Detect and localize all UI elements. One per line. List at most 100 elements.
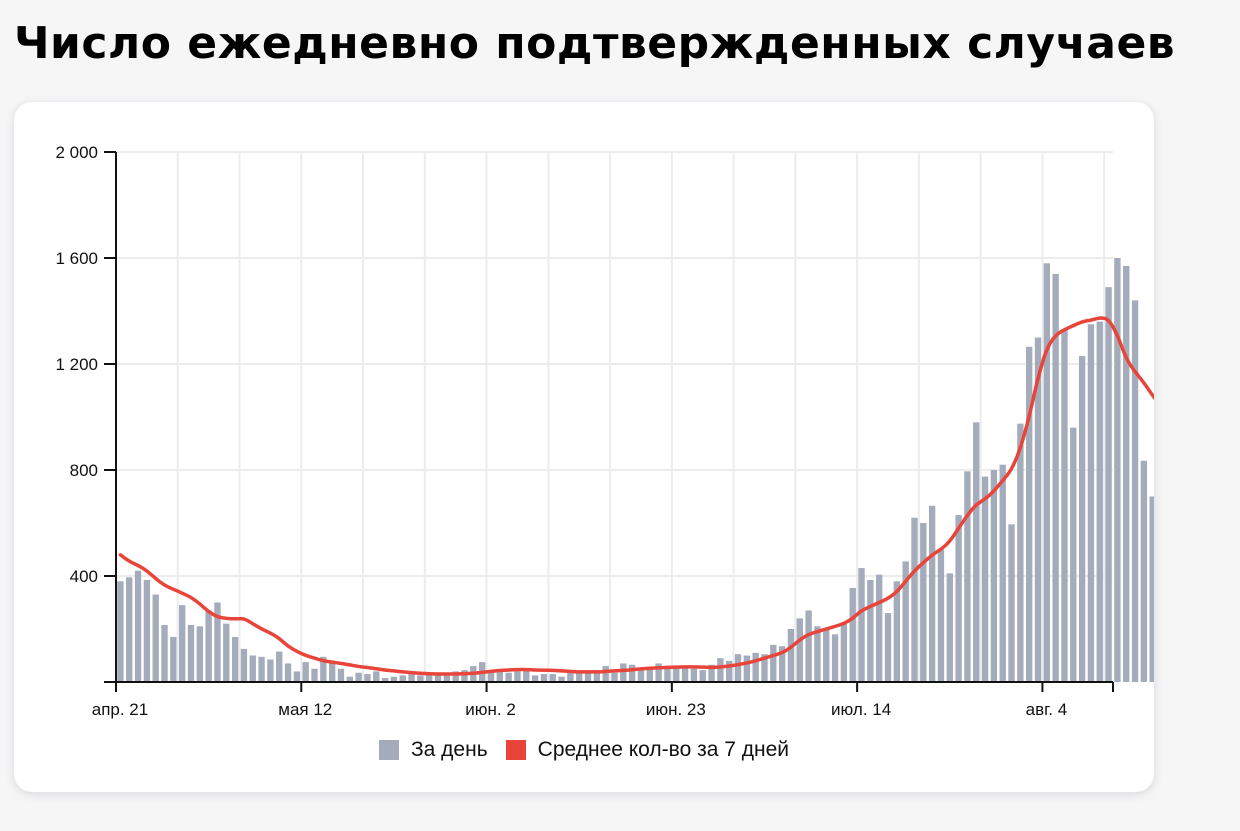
daily-bar (884, 613, 892, 682)
y-tick-label: 400 (70, 567, 98, 586)
daily-bar (178, 605, 186, 682)
daily-bar (867, 579, 874, 682)
daily-bar (187, 625, 195, 682)
daily-bar (1078, 356, 1086, 682)
daily-bar (955, 515, 962, 682)
daily-bar (1123, 265, 1130, 682)
daily-bar (893, 581, 901, 682)
daily-cases-chart: 400 800 1 200 1 600 2 000 апр. 21 мая 12 июн. 2… (55, 143, 1154, 719)
daily-bar (981, 476, 989, 682)
daily-bar (152, 594, 159, 682)
x-tick-label: апр. 21 (92, 700, 148, 719)
daily-bar (214, 602, 221, 682)
daily-bar (417, 675, 424, 682)
axis-layer (104, 151, 1114, 692)
daily-bar (311, 668, 318, 682)
daily-bar (752, 652, 759, 682)
daily-bar (205, 610, 212, 682)
daily-bar (708, 664, 715, 682)
daily-bar (637, 670, 645, 682)
x-tick-label: июн. 2 (465, 700, 516, 719)
x-tick-label: авг. 4 (1026, 700, 1068, 719)
chart-card: 400 800 1 200 1 600 2 000 апр. 21 мая 12 июн. 2… (14, 102, 1154, 792)
daily-bar (381, 678, 389, 682)
daily-bar (673, 666, 680, 682)
daily-bar (337, 668, 345, 682)
legend-label-daily: За день (410, 738, 488, 761)
daily-bar (126, 577, 133, 682)
daily-bar (699, 670, 706, 682)
daily-bar (743, 655, 751, 682)
daily-bar (143, 579, 151, 682)
daily-bar (134, 570, 142, 682)
y-tick-label: 1 600 (55, 249, 98, 268)
daily-bar (399, 675, 406, 682)
label-layer: 400 800 1 200 1 600 2 000 апр. 21 мая 12 июн. 2… (55, 143, 1067, 719)
daily-bar (390, 676, 398, 682)
daily-bar (293, 671, 301, 682)
daily-bar (1061, 329, 1068, 682)
avg-7day-line (118, 316, 1154, 676)
daily-bar (1114, 258, 1121, 682)
daily-bar (452, 671, 459, 682)
daily-bar (593, 670, 601, 682)
daily-bar (796, 618, 803, 682)
x-tick-label: мая 12 (278, 700, 332, 719)
legend-label-avg: Среднее кол-во за 7 дней (537, 738, 789, 761)
daily-bar (540, 674, 548, 682)
daily-bar (787, 629, 795, 682)
daily-bar (584, 672, 592, 682)
daily-bar (655, 663, 662, 682)
daily-bar (170, 636, 177, 682)
daily-bar (770, 644, 777, 682)
daily-bar (1131, 300, 1139, 682)
daily-bar (1008, 524, 1015, 682)
daily-bar (373, 671, 380, 682)
legend-item-daily[interactable]: За день (378, 738, 488, 762)
daily-bar (514, 671, 521, 682)
daily-bar (408, 674, 415, 682)
daily-bar (320, 656, 327, 682)
daily-bar (646, 668, 653, 682)
daily-bar (1026, 346, 1033, 682)
daily-bar (576, 672, 583, 682)
daily-bar (734, 654, 742, 682)
chart-legend: За день Среднее кол-во за 7 дней (14, 738, 1154, 762)
daily-bar (117, 581, 124, 682)
daily-bar (690, 668, 698, 682)
daily-bar (328, 660, 336, 682)
daily-bar (434, 672, 442, 682)
daily-bar (1034, 337, 1042, 682)
daily-bar (831, 634, 839, 682)
daily-bar (346, 676, 353, 682)
daily-bar (161, 625, 168, 682)
daily-bar (937, 549, 945, 682)
daily-bar (1017, 423, 1024, 682)
daily-bar (911, 517, 918, 682)
daily-bar (1096, 321, 1103, 682)
daily-bar (267, 659, 274, 682)
daily-bar (805, 610, 812, 682)
daily-bar (549, 674, 556, 682)
daily-bar (461, 670, 468, 682)
daily-bar (876, 574, 883, 682)
daily-bar (558, 676, 565, 682)
daily-bar (567, 671, 574, 682)
daily-bar (364, 674, 371, 682)
x-tick-label: июл. 14 (831, 700, 891, 719)
grid-layer (116, 151, 1113, 682)
daily-bar (814, 626, 821, 682)
daily-bar (726, 660, 733, 682)
y-tick-label: 800 (70, 461, 98, 480)
daily-bar (258, 656, 265, 682)
daily-bar (628, 664, 636, 682)
daily-bar (240, 648, 248, 682)
daily-bar (1043, 263, 1051, 682)
legend-item-avg[interactable]: Среднее кол-во за 7 дней (505, 738, 789, 762)
daily-bar (355, 672, 362, 682)
daily-bar (231, 636, 239, 682)
x-tick-label: июн. 23 (646, 700, 706, 719)
bar-layer (117, 258, 1154, 682)
daily-bar (902, 561, 909, 682)
daily-bar (1070, 427, 1077, 682)
